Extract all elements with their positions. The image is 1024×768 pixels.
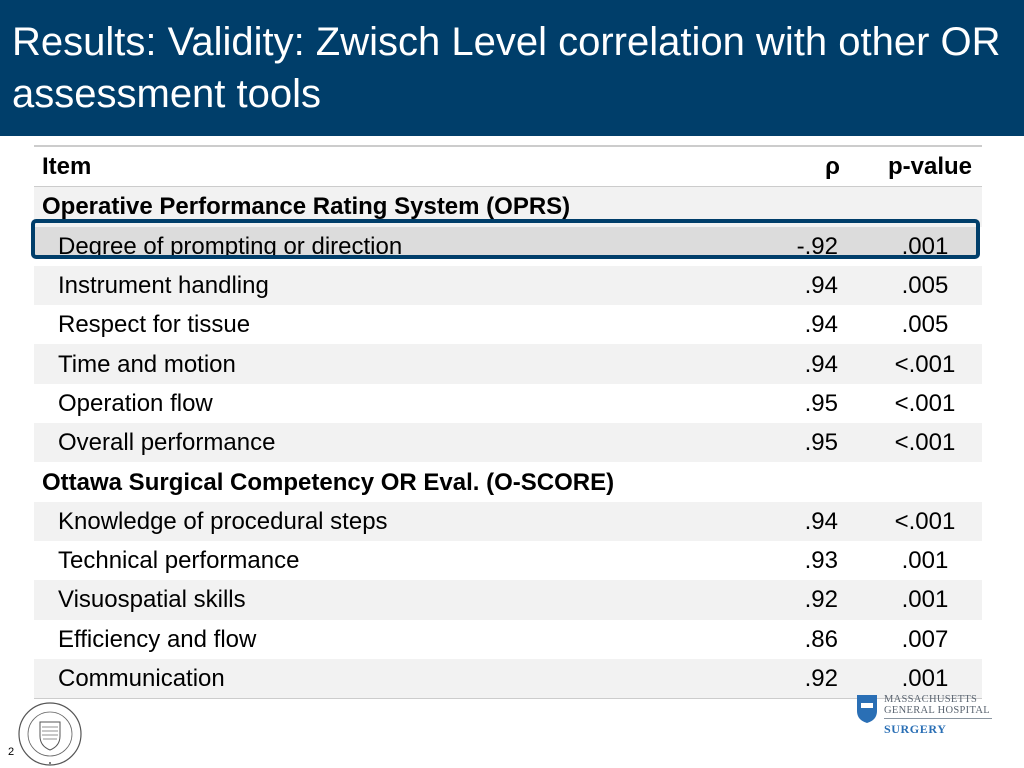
results-table: Item ρ p-value Operative Performance Rat…	[34, 145, 982, 700]
row-item: Technical performance	[58, 547, 300, 575]
row-item: Knowledge of procedural steps	[34, 501, 764, 541]
table-row: Technical performance .93 .001	[34, 541, 982, 580]
section-title: Ottawa Surgical Competency OR Eval. (O-S…	[42, 468, 615, 496]
row-item: Time and motion	[34, 344, 764, 384]
table-row: Operation flow .95 <.001	[34, 384, 982, 423]
row-p: .001	[901, 547, 949, 575]
row-item: Degree of prompting or direction	[58, 232, 403, 260]
mgh-department: SURGERY	[884, 722, 947, 736]
row-p: <.001	[854, 501, 982, 541]
row-rho: .92	[764, 658, 854, 700]
header-p-value: p-value	[854, 145, 982, 188]
row-item: Operation flow	[58, 389, 213, 417]
mgh-line1: MASSACHUSETTS	[884, 694, 978, 705]
university-seal-logo	[18, 702, 82, 766]
title-bar: Results: Validity: Zwisch Level correlat…	[0, 0, 1024, 136]
row-rho: .93	[804, 547, 838, 575]
row-p: .001	[854, 658, 982, 700]
mgh-line2: GENERAL HOSPITAL	[884, 705, 990, 716]
row-p: <.001	[854, 423, 982, 463]
row-p: <.001	[854, 344, 982, 384]
row-p: .005	[854, 265, 982, 306]
header-rho: ρ	[764, 145, 854, 188]
row-rho: .94	[764, 501, 854, 541]
mgh-name: MASSACHUSETTS GENERAL HOSPITAL	[884, 694, 990, 716]
mgh-shield-icon	[857, 695, 877, 723]
table-row: Efficiency and flow .86 .007	[34, 620, 982, 659]
header-item: Item	[34, 145, 764, 188]
page-number: 2	[8, 746, 15, 758]
row-p: .007	[901, 625, 949, 653]
table-row: Overall performance .95 <.001	[34, 423, 982, 463]
mgh-logo: MASSACHUSETTS GENERAL HOSPITAL SURGERY	[856, 694, 996, 742]
table-header-row: Item ρ p-value	[34, 145, 982, 188]
table-row: Instrument handling .94 .005	[34, 265, 982, 306]
row-item: Instrument handling	[34, 265, 764, 306]
section-row-oprs: Operative Performance Rating System (OPR…	[34, 186, 982, 227]
section-row-oscore: Ottawa Surgical Competency OR Eval. (O-S…	[34, 462, 982, 501]
row-item: Respect for tissue	[58, 311, 251, 339]
row-rho: .94	[764, 344, 854, 384]
row-rho: .86	[804, 625, 838, 653]
row-item: Communication	[34, 658, 764, 700]
row-p: <.001	[894, 389, 956, 417]
table-row: Time and motion .94 <.001	[34, 344, 982, 384]
mgh-divider	[884, 718, 992, 719]
row-rho: -.92	[796, 232, 838, 260]
row-p: .001	[854, 580, 982, 620]
slide-title: Results: Validity: Zwisch Level correlat…	[12, 20, 1001, 116]
table-row: Communication .92 .001	[34, 658, 982, 700]
row-p: .001	[901, 232, 949, 260]
row-rho: .92	[764, 580, 854, 620]
row-item: Overall performance	[34, 423, 764, 463]
row-rho: .94	[764, 265, 854, 306]
row-rho: .94	[804, 311, 838, 339]
table-row: Visuospatial skills .92 .001	[34, 580, 982, 620]
highlight-fill	[35, 223, 976, 256]
table-row: Degree of prompting or direction -.92 .0…	[34, 227, 982, 266]
section-title: Operative Performance Rating System (OPR…	[34, 186, 982, 227]
row-item: Efficiency and flow	[58, 625, 257, 653]
table-row: Knowledge of procedural steps .94 <.001	[34, 501, 982, 541]
table-row: Respect for tissue .94 .005	[34, 305, 982, 344]
row-item: Visuospatial skills	[34, 580, 764, 620]
row-rho: .95	[764, 423, 854, 463]
row-p: .005	[901, 311, 949, 339]
row-rho: .95	[804, 389, 838, 417]
